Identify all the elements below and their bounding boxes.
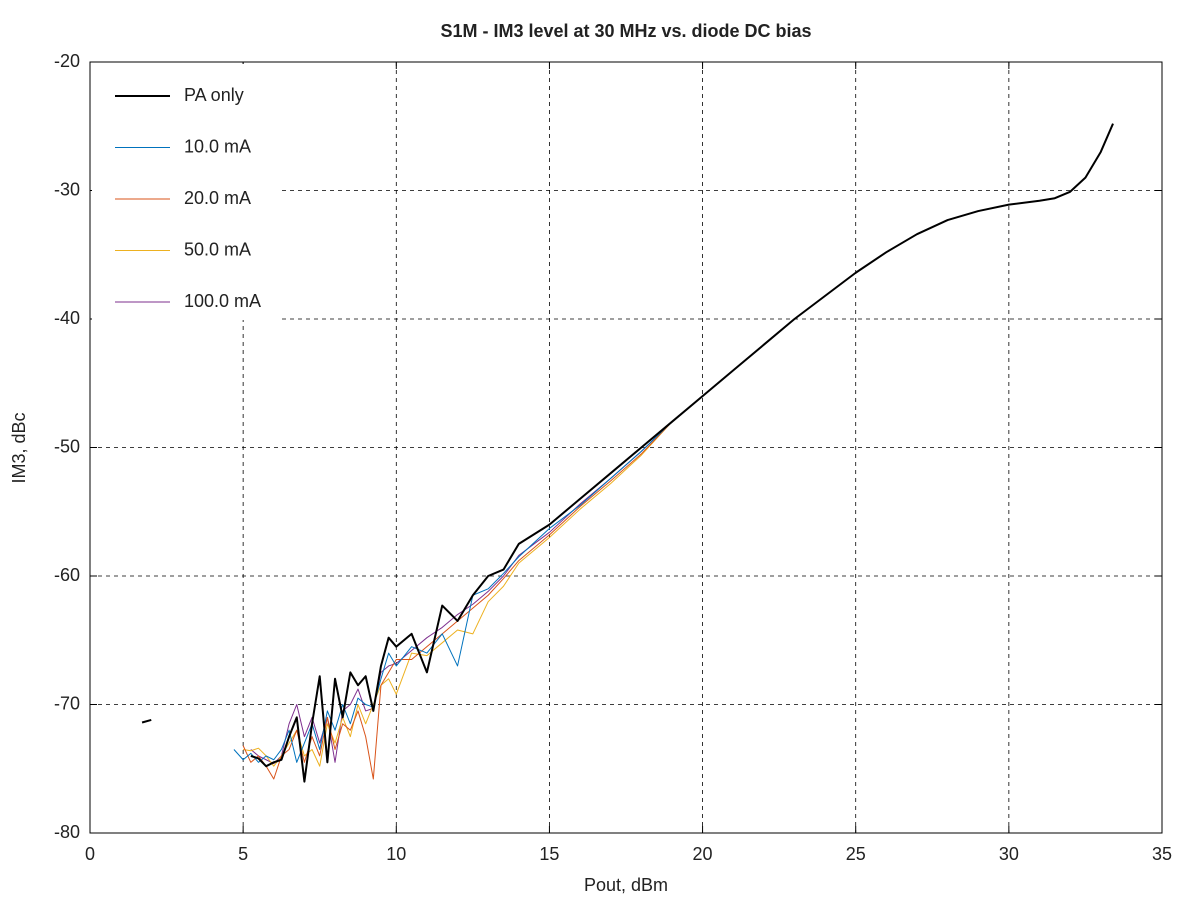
legend-label: 100.0 mA <box>184 291 261 311</box>
x-tick-label: 35 <box>1152 844 1172 864</box>
legend-box <box>92 64 282 320</box>
y-tick-label: -60 <box>54 565 80 585</box>
x-tick-label: 15 <box>539 844 559 864</box>
y-tick-label: -30 <box>54 179 80 199</box>
x-tick-label: 5 <box>238 844 248 864</box>
y-tick-label: -70 <box>54 693 80 713</box>
x-tick-label: 0 <box>85 844 95 864</box>
y-tick-label: -40 <box>54 308 80 328</box>
y-axis-label: IM3, dBc <box>9 412 29 483</box>
plot-frame <box>89 61 1163 834</box>
chart-title: S1M - IM3 level at 30 MHz vs. diode DC b… <box>440 21 811 41</box>
legend-label: PA only <box>184 85 244 105</box>
x-tick-label: 30 <box>999 844 1019 864</box>
plot-lines <box>141 123 1114 783</box>
legend: PA only 10.0 mA 20.0 mA 50.0 mA 100.0 mA <box>92 64 282 320</box>
y-tick-label: -80 <box>54 822 80 842</box>
x-axis-label: Pout, dBm <box>584 875 668 895</box>
x-tick-label: 10 <box>386 844 406 864</box>
legend-label: 10.0 mA <box>184 136 251 156</box>
x-tick-label: 25 <box>846 844 866 864</box>
y-tick-label: -20 <box>54 51 80 71</box>
x-tick-label: 20 <box>693 844 713 864</box>
legend-label: 20.0 mA <box>184 188 251 208</box>
y-tick-label: -50 <box>54 436 80 456</box>
legend-label: 50.0 mA <box>184 239 251 259</box>
series-line <box>141 123 1114 783</box>
